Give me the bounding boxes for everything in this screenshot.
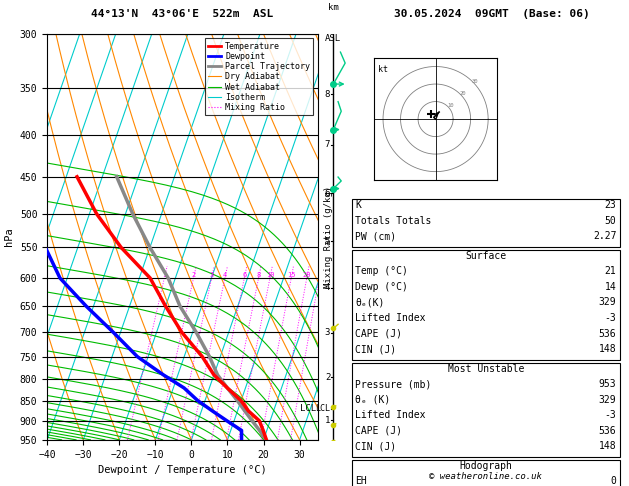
Text: 329: 329	[599, 297, 616, 308]
Text: 2.27: 2.27	[593, 231, 616, 242]
Text: 14: 14	[604, 282, 616, 292]
Text: CAPE (J): CAPE (J)	[355, 426, 403, 436]
Text: 2: 2	[191, 272, 196, 278]
Text: 0: 0	[611, 476, 616, 486]
Text: θₑ (K): θₑ (K)	[355, 395, 391, 405]
Text: 44°13'N  43°06'E  522m  ASL: 44°13'N 43°06'E 522m ASL	[91, 9, 274, 19]
Text: 50: 50	[604, 216, 616, 226]
Text: 10: 10	[447, 103, 454, 108]
Text: 21: 21	[604, 266, 616, 277]
Text: 20: 20	[303, 272, 311, 278]
Text: 1: 1	[325, 416, 330, 425]
Text: Totals Totals: Totals Totals	[355, 216, 431, 226]
Text: 536: 536	[599, 329, 616, 339]
Text: 3: 3	[209, 272, 214, 278]
Text: © weatheronline.co.uk: © weatheronline.co.uk	[430, 472, 542, 481]
Text: Dewp (°C): Dewp (°C)	[355, 282, 408, 292]
Text: Hodograph: Hodograph	[459, 461, 513, 471]
Text: 30.05.2024  09GMT  (Base: 06): 30.05.2024 09GMT (Base: 06)	[394, 9, 590, 19]
Text: 15: 15	[287, 272, 296, 278]
Text: 23: 23	[604, 200, 616, 210]
Y-axis label: hPa: hPa	[4, 227, 14, 246]
Text: Lifted Index: Lifted Index	[355, 410, 426, 420]
Text: PW (cm): PW (cm)	[355, 231, 396, 242]
Text: 7: 7	[325, 140, 330, 149]
Text: -3: -3	[604, 313, 616, 323]
Text: 10: 10	[265, 272, 274, 278]
Text: 3: 3	[325, 329, 330, 337]
Text: 8: 8	[325, 90, 330, 99]
Text: K: K	[355, 200, 361, 210]
Text: 20: 20	[459, 91, 466, 96]
Legend: Temperature, Dewpoint, Parcel Trajectory, Dry Adiabat, Wet Adiabat, Isotherm, Mi: Temperature, Dewpoint, Parcel Trajectory…	[205, 38, 313, 115]
Text: km: km	[328, 3, 339, 12]
Text: LCL: LCL	[315, 404, 330, 414]
Text: 6: 6	[242, 272, 247, 278]
Text: 6: 6	[325, 189, 330, 198]
Text: 4: 4	[325, 283, 330, 292]
Text: 536: 536	[599, 426, 616, 436]
Text: EH: EH	[355, 476, 367, 486]
Text: Mixing Ratio (g/kg): Mixing Ratio (g/kg)	[324, 186, 333, 288]
Text: CAPE (J): CAPE (J)	[355, 329, 403, 339]
Text: Pressure (mb): Pressure (mb)	[355, 379, 431, 389]
Text: Temp (°C): Temp (°C)	[355, 266, 408, 277]
Text: Surface: Surface	[465, 251, 506, 261]
Text: LCL: LCL	[301, 404, 316, 414]
Text: Most Unstable: Most Unstable	[448, 364, 524, 374]
Text: 30: 30	[471, 79, 478, 85]
Text: 148: 148	[599, 441, 616, 451]
Text: CIN (J): CIN (J)	[355, 344, 396, 354]
X-axis label: Dewpoint / Temperature (°C): Dewpoint / Temperature (°C)	[98, 465, 267, 475]
Text: 1: 1	[162, 272, 167, 278]
Text: 953: 953	[599, 379, 616, 389]
Text: θₑ(K): θₑ(K)	[355, 297, 385, 308]
Text: 148: 148	[599, 344, 616, 354]
Text: 2: 2	[325, 373, 330, 382]
Text: 4: 4	[223, 272, 227, 278]
Text: Lifted Index: Lifted Index	[355, 313, 426, 323]
Text: CIN (J): CIN (J)	[355, 441, 396, 451]
Text: ASL: ASL	[325, 34, 342, 43]
Text: -3: -3	[604, 410, 616, 420]
Text: 8: 8	[257, 272, 260, 278]
Text: 5: 5	[325, 237, 330, 245]
Text: kt: kt	[378, 65, 387, 74]
Text: 329: 329	[599, 395, 616, 405]
